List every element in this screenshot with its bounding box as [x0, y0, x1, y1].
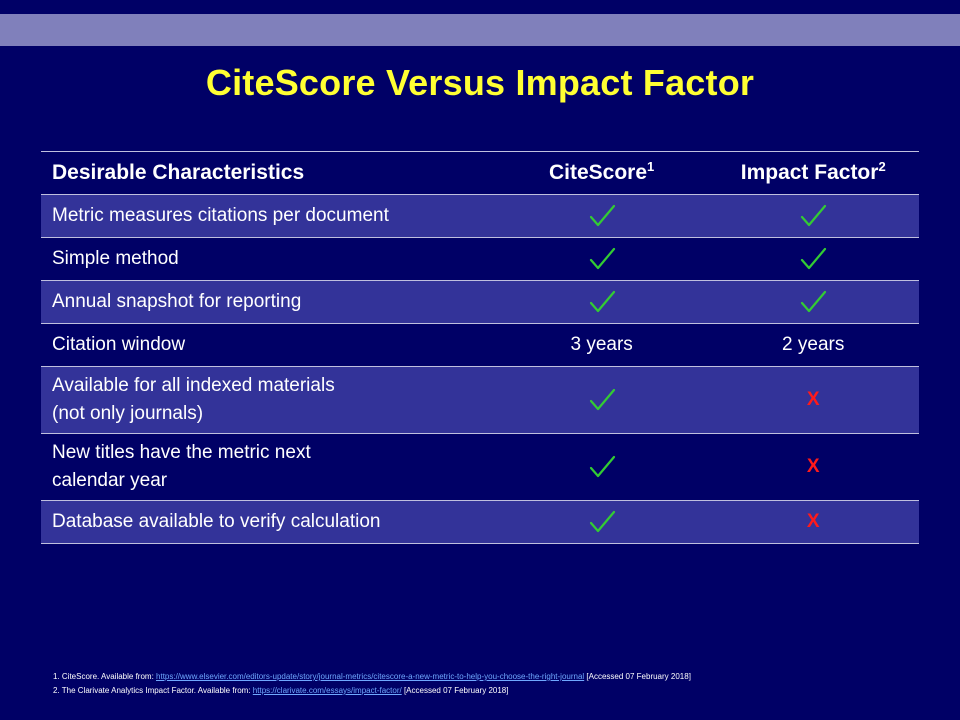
table-row: Metric measures citations per document — [41, 194, 919, 238]
impact-factor-value: 2 years — [707, 323, 919, 367]
table-header-row: Desirable Characteristics CiteScore1 Imp… — [41, 151, 919, 195]
header-impact-factor: Impact Factor2 — [707, 151, 919, 195]
row-label: New titles have the metric next calendar … — [41, 433, 496, 501]
citescore-value: 3 years — [495, 323, 708, 367]
row-label: Database available to verify calculation — [41, 500, 496, 544]
table-row: Database available to verify calculation… — [41, 500, 919, 544]
table-row: Available for all indexed materials (not … — [41, 366, 919, 434]
impact-factor-footnote-ref: 2 — [878, 159, 886, 174]
check-icon — [587, 201, 617, 231]
check-icon — [798, 244, 828, 274]
table-row: Citation window 3 years 2 years — [41, 323, 919, 367]
cross-icon: X — [806, 511, 820, 532]
row-label: Metric measures citations per document — [41, 194, 496, 238]
footnote-1: 1. CiteScore. Available from: https://ww… — [53, 672, 691, 681]
header-characteristics: Desirable Characteristics — [41, 151, 496, 195]
slide-title: CiteScore Versus Impact Factor — [205, 62, 755, 103]
footnote-2: 2. The Clarivate Analytics Impact Factor… — [53, 686, 509, 695]
row-label: Citation window — [41, 323, 496, 367]
header-citescore: CiteScore1 — [495, 151, 708, 195]
row-label: Available for all indexed materials (not … — [41, 366, 496, 434]
table-row: Simple method — [41, 237, 919, 281]
check-icon — [587, 244, 617, 274]
footnotes: 1. CiteScore. Available from: https://ww… — [53, 670, 933, 698]
row-label: Annual snapshot for reporting — [41, 280, 496, 324]
check-icon — [587, 287, 617, 317]
check-icon — [798, 201, 828, 231]
table-row: New titles have the metric next calendar … — [41, 433, 919, 501]
check-icon — [587, 385, 617, 415]
citescore-footnote-ref: 1 — [647, 159, 655, 174]
check-icon — [798, 287, 828, 317]
row-label: Simple method — [41, 237, 496, 281]
cross-icon: X — [806, 389, 820, 410]
footnote-1-link[interactable]: https://www.elsevier.com/editors-update/… — [156, 672, 585, 681]
footnote-2-link[interactable]: https://clarivate.com/essays/impact-fact… — [252, 686, 402, 695]
comparison-table: Desirable Characteristics CiteScore1 Imp… — [41, 151, 919, 544]
table-row: Annual snapshot for reporting — [41, 280, 919, 324]
check-icon — [587, 507, 617, 537]
top-band — [0, 14, 960, 46]
cross-icon: X — [806, 456, 820, 477]
check-icon — [587, 452, 617, 482]
